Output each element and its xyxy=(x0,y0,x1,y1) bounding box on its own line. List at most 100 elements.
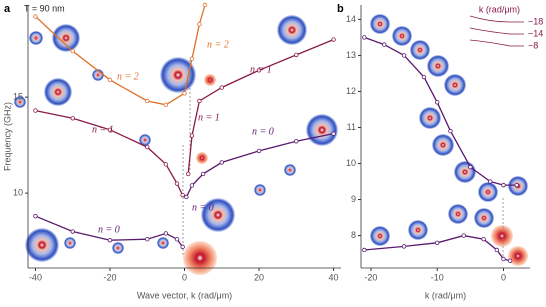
data-point xyxy=(145,144,150,150)
mode-icon xyxy=(14,96,26,108)
data-point xyxy=(197,98,202,104)
data-point xyxy=(33,213,38,219)
data-point xyxy=(514,182,519,188)
mode-label: n = 1 xyxy=(92,124,114,135)
mode-icon xyxy=(157,237,169,249)
data-point xyxy=(381,42,387,47)
mode-label: n = 0 xyxy=(192,202,214,213)
mode-icon xyxy=(139,134,151,146)
mode-icon xyxy=(454,161,476,183)
mode-label: n = 0 xyxy=(98,224,120,235)
series-line xyxy=(35,109,184,196)
mode-icon xyxy=(508,246,528,266)
mode-icon xyxy=(254,184,266,196)
data-point xyxy=(331,37,336,42)
x-tick-label: -20 xyxy=(364,272,377,282)
y-tick-label: 11 xyxy=(347,122,356,132)
series-line xyxy=(364,36,517,186)
panel-label: b xyxy=(337,3,344,15)
data-point xyxy=(107,77,113,83)
data-point xyxy=(294,52,299,58)
mode-icon xyxy=(491,225,513,247)
mode-icon xyxy=(44,78,72,106)
mode-icon xyxy=(277,15,307,45)
data-point xyxy=(461,233,466,238)
panel-label: a xyxy=(4,3,11,15)
mode-icon xyxy=(392,26,412,46)
mode-icon xyxy=(25,228,59,262)
data-point xyxy=(501,182,506,188)
data-point xyxy=(219,160,224,165)
data-point xyxy=(256,68,262,73)
data-point xyxy=(401,244,407,249)
data-point xyxy=(107,127,113,132)
mode-icon xyxy=(92,69,104,81)
data-point xyxy=(163,231,169,236)
mode-icon xyxy=(419,107,441,129)
data-point xyxy=(163,162,169,167)
mode-icon xyxy=(410,40,430,60)
panel-title: T = 90 nm xyxy=(24,3,65,13)
inset-label: −14 xyxy=(528,28,543,38)
y-tick-label: 10 xyxy=(13,188,23,198)
x-tick-label: -20 xyxy=(103,272,116,282)
mode-label: n = 2 xyxy=(207,39,229,50)
data-point xyxy=(189,183,195,188)
mode-icon xyxy=(444,74,466,96)
data-point xyxy=(200,171,206,177)
x-tick-label: -10 xyxy=(431,272,444,282)
mode-label: n = 1 xyxy=(198,112,220,123)
data-point xyxy=(33,14,38,19)
mode-label: n = 2 xyxy=(117,71,139,82)
mode-icon xyxy=(448,204,468,224)
data-point xyxy=(501,256,506,262)
inset-label: k (rad/μm) xyxy=(479,4,520,14)
data-point xyxy=(401,53,407,58)
data-point xyxy=(174,237,180,242)
data-point xyxy=(33,108,38,113)
data-point xyxy=(70,48,75,54)
mode-icon xyxy=(52,24,80,52)
data-point xyxy=(331,131,336,136)
mode-icon xyxy=(474,208,494,228)
mode-label: n = 0 xyxy=(252,126,274,137)
y-tick-label: 8 xyxy=(351,230,356,240)
inset-label: −18 xyxy=(528,16,543,26)
x-tick-label: -40 xyxy=(29,272,42,282)
y-tick-label: 15 xyxy=(13,92,23,102)
data-point xyxy=(294,139,299,144)
mode-icon xyxy=(427,55,449,77)
inset-label: −8 xyxy=(528,40,538,50)
data-point xyxy=(435,240,440,245)
data-point xyxy=(184,194,189,200)
data-point xyxy=(145,237,150,242)
data-point xyxy=(174,181,180,186)
data-point xyxy=(180,192,185,198)
data-point xyxy=(202,2,208,8)
mode-icon xyxy=(370,14,390,34)
plots: -40 -20 0 20 40 10 15 a T = 90 nm Wave vector, k … xyxy=(2,2,543,300)
mode-icon xyxy=(204,74,216,86)
data-point xyxy=(189,56,195,61)
data-point xyxy=(219,85,224,90)
inset-profile xyxy=(469,39,524,47)
mode-icon xyxy=(306,114,338,146)
data-point xyxy=(182,91,187,96)
y-tick-label: 9 xyxy=(351,194,356,204)
data-point xyxy=(448,128,453,134)
data-point xyxy=(186,171,191,177)
data-point xyxy=(180,244,185,250)
x-tick-label: 40 xyxy=(329,272,339,282)
x-tick-label: 0 xyxy=(501,272,506,282)
mode-icon xyxy=(29,31,43,45)
mode-icon xyxy=(201,198,235,232)
data-point xyxy=(481,236,486,242)
data-point xyxy=(145,98,150,104)
mode-icon xyxy=(183,241,217,275)
y-tick-label: 13 xyxy=(346,50,356,60)
data-point xyxy=(488,179,493,184)
data-point xyxy=(494,247,500,253)
data-point xyxy=(362,247,367,253)
y-tick-label: 14 xyxy=(346,14,356,24)
x-axis-label: Wave vector, k (rad/μm) xyxy=(137,290,232,300)
